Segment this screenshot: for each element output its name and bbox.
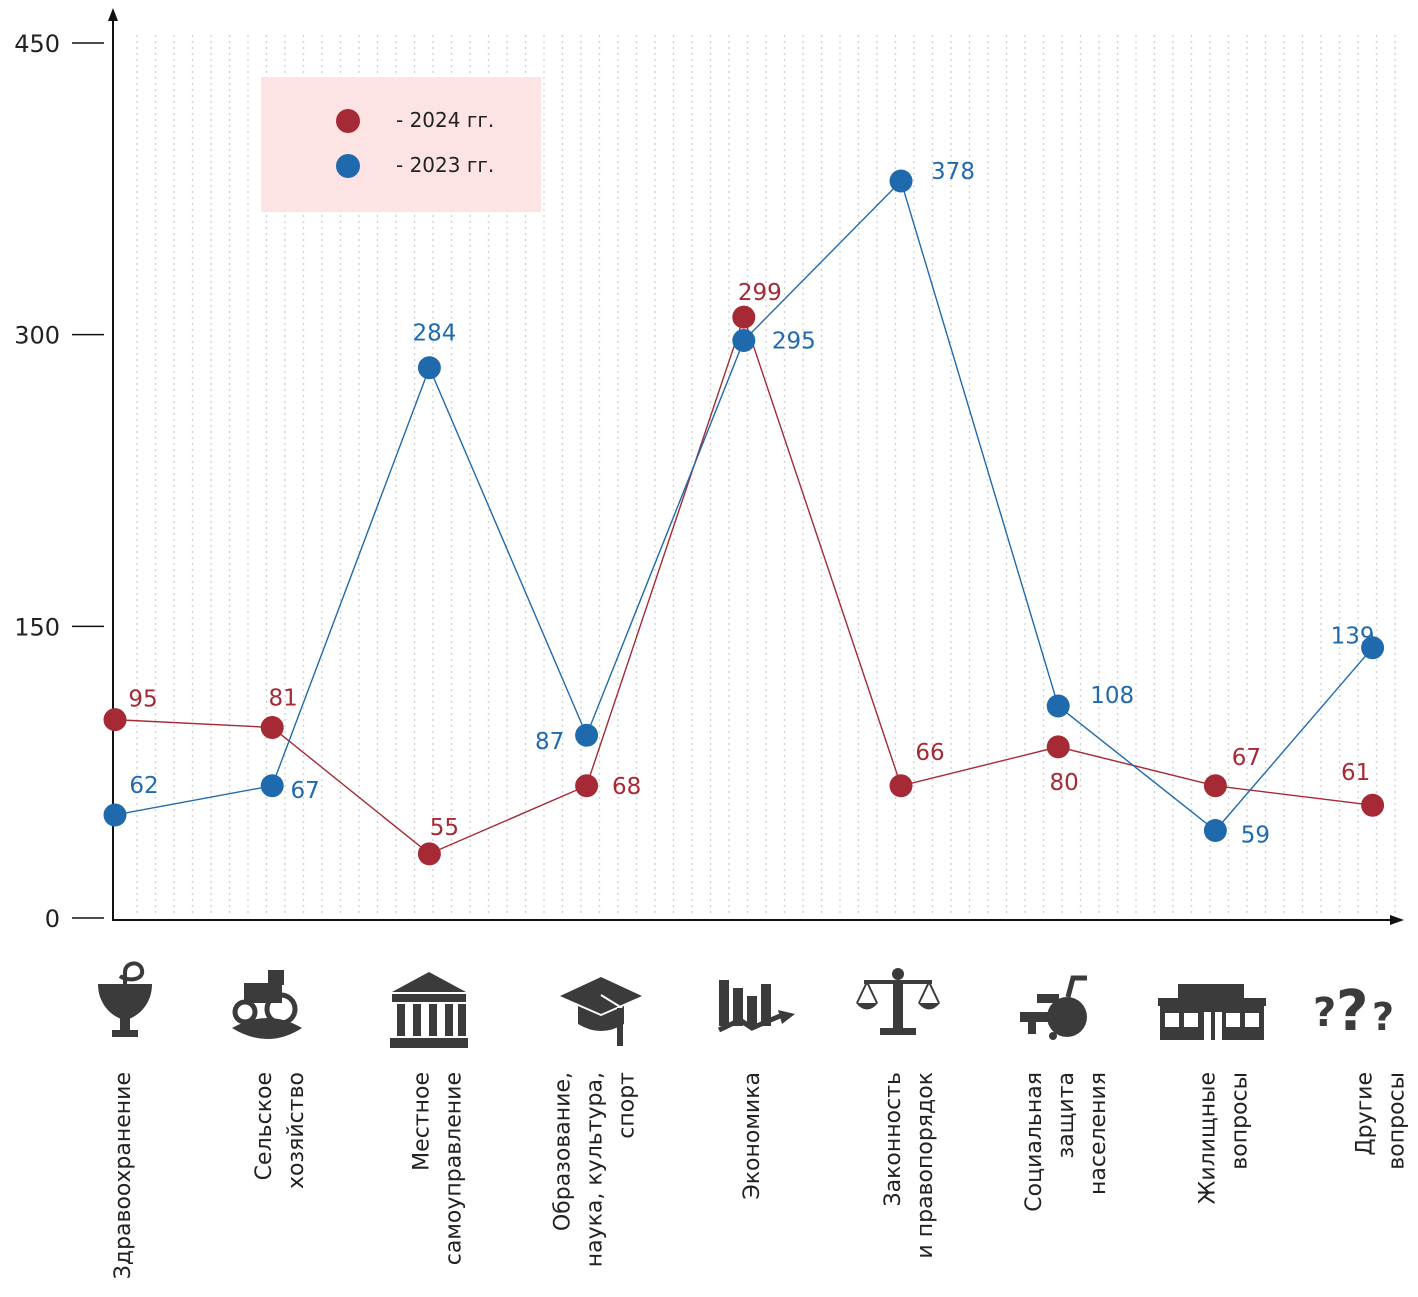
category-label: Сельское хозяйство [252,1072,309,1189]
data-label-2023: 67 [291,778,320,804]
category-label: Законность и правопорядок [881,1072,938,1259]
category-label-line: Образование, [551,1072,576,1231]
svg-text:?: ? [1372,995,1394,1039]
data-label-2024: 66 [915,740,944,766]
legend-label-2024: - 2024 гг. [396,108,494,132]
data-point-2023 [103,803,127,827]
category-label-line: населения [1086,1072,1111,1195]
data-point-2024 [1361,793,1385,817]
medicine-icon [98,961,152,1037]
category-label: Образование, наука, культура, спорт [551,1072,640,1267]
category-label: Местное самоуправление [409,1072,466,1265]
scales-icon [856,968,940,1035]
data-point-2024 [732,305,756,329]
legend-background [261,77,541,212]
graduation-cap-icon [560,977,642,1046]
data-label-2023: 87 [535,729,564,755]
data-label-2023: 108 [1090,683,1134,709]
data-point-2024 [1203,774,1227,798]
category-label-line: Местное [409,1072,434,1171]
data-label-2024: 95 [128,687,157,713]
economy-chart-icon [717,980,795,1033]
data-point-2023 [1361,636,1385,660]
series-lines [103,169,1385,866]
legend-label-2023: - 2023 гг. [396,153,494,177]
tractor-icon [232,970,302,1039]
data-label-2023: 62 [129,773,158,799]
data-label-2024: 299 [738,280,782,306]
category-label: Здравоохранение [111,1072,136,1279]
data-label-2024: 81 [269,685,298,711]
data-point-2024 [417,842,441,866]
data-label-2023: 378 [931,159,975,185]
data-label-2024: 61 [1341,760,1370,786]
data-point-2023 [1203,819,1227,842]
category-label-line: Здравоохранение [111,1072,136,1279]
data-point-2023 [417,356,441,380]
y-tick-label: 450 [14,30,60,58]
data-label-2023: 59 [1241,823,1270,849]
legend-marker-2024 [336,109,360,133]
data-point-2024 [889,774,913,798]
legend: - 2024 гг. - 2023 гг. [261,77,541,212]
category-label-line: вопросы [1385,1072,1410,1170]
data-label-2024: 80 [1050,770,1079,796]
category-label-line: Сельское [252,1072,277,1180]
data-point-2024 [103,708,127,732]
axes: 0 150 300 450 [14,8,1404,933]
data-label-2024: 68 [612,774,641,800]
category-labels: Здравоохранение Сельское хозяйство Местное с… [111,1072,1410,1279]
category-label: Экономика [740,1072,765,1200]
government-building-icon [390,972,468,1048]
data-point-2024 [1046,735,1070,759]
data-point-2023 [575,723,599,747]
data-label-2023: 295 [772,329,816,355]
legend-marker-2023 [336,154,360,178]
category-label-line: и правопорядок [913,1072,938,1259]
category-label-line: Жилищные [1195,1072,1220,1204]
data-labels: 95 81 55 68 299 66 80 67 61 62 67 284 87 295 378 108 59 1… [128,159,1374,848]
data-label-2023: 139 [1331,624,1375,650]
category-label-line: Экономика [740,1072,765,1200]
data-label-2024: 67 [1232,745,1261,771]
category-icons: ??? [98,961,1394,1048]
category-label-line: вопросы [1227,1072,1252,1170]
category-label-line: защита [1054,1072,1079,1159]
data-label-2023: 284 [412,321,456,347]
y-axis-arrow [108,8,118,21]
question-marks-icon: ??? [1313,979,1394,1044]
category-label-line: хозяйство [284,1072,309,1189]
y-tick-label: 300 [14,322,60,350]
category-label-line: самоуправление [441,1072,466,1265]
category-label-line: Социальная [1022,1072,1047,1212]
svg-text:?: ? [1336,979,1368,1044]
data-point-2023 [732,329,756,352]
category-label-line: спорт [615,1072,640,1139]
category-label: Жилищные вопросы [1195,1072,1252,1204]
svg-text:?: ? [1313,990,1336,1036]
category-label: Другие вопросы [1353,1072,1410,1170]
data-point-2024 [575,774,599,798]
category-label-line: наука, культура, [583,1072,608,1267]
apartment-building-icon [1158,984,1266,1040]
y-tick-label: 150 [14,613,60,641]
x-axis-arrow [1390,915,1404,925]
data-label-2024: 55 [430,815,459,841]
category-label-line: Законность [881,1072,906,1206]
data-point-2023 [260,774,284,798]
series-line-2023 [114,179,1374,832]
data-point-2023 [1046,694,1070,718]
data-point-2023 [889,169,913,193]
data-point-2024 [260,715,284,739]
category-label: Социальная защита населения [1022,1072,1111,1212]
category-label-line: Другие [1353,1072,1378,1156]
wheelchair-icon [1020,975,1087,1040]
y-tick-label: 0 [45,905,60,933]
